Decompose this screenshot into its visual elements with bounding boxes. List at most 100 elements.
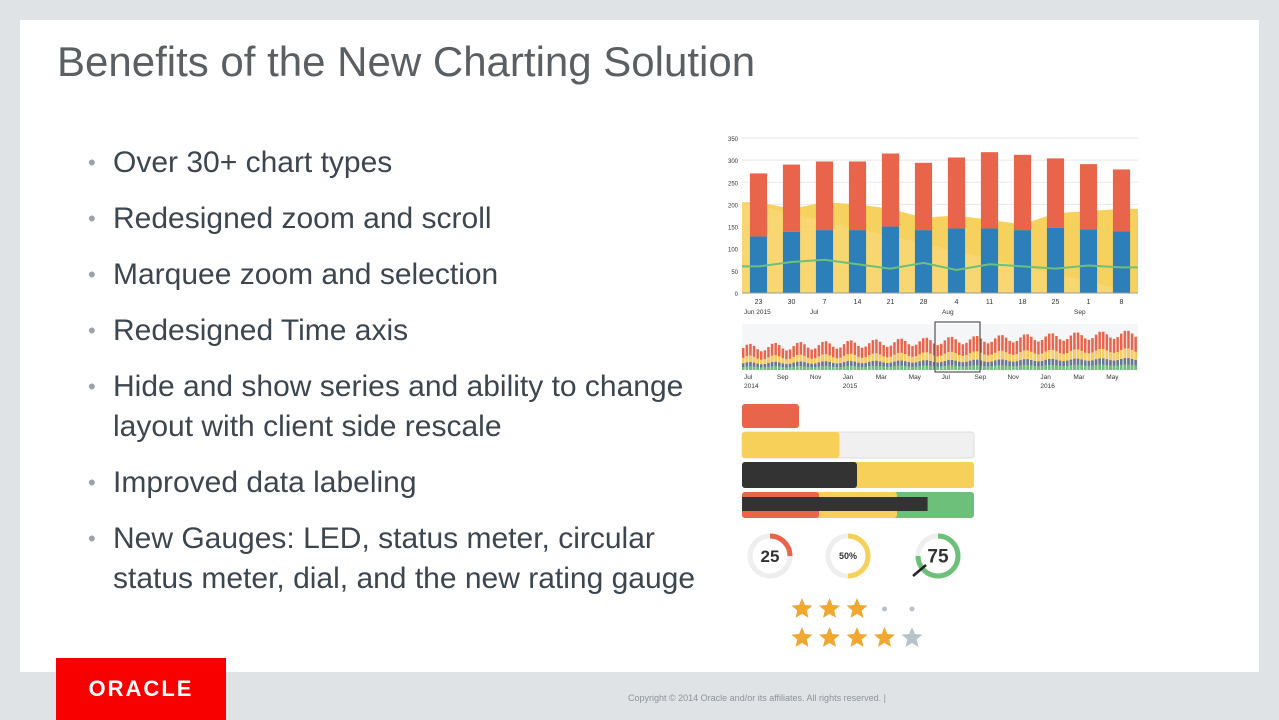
overview-bar: [1066, 365, 1069, 370]
overview-bar: [785, 367, 788, 370]
overview-bar: [875, 353, 878, 361]
overview-bar: [1080, 359, 1083, 370]
overview-bar: [932, 366, 936, 370]
overview-tick-label: May: [1106, 374, 1119, 381]
x-tick-label: 18: [1019, 299, 1027, 306]
overview-bar: [850, 353, 853, 362]
bullet-item: • New Gauges: LED, status meter, circular…: [86, 519, 696, 599]
overview-bar: [893, 366, 896, 370]
overview-bar: [745, 362, 749, 370]
overview-bar: [817, 366, 821, 370]
overview-bar: [1127, 348, 1130, 359]
bar-blue: [1046, 227, 1065, 293]
overview-bar: [814, 363, 817, 370]
overview-bar: [749, 362, 752, 370]
overview-bar: [756, 367, 759, 370]
overview-bar: [1012, 366, 1015, 370]
bar-blue: [848, 230, 867, 293]
overview-bar: [1012, 354, 1015, 362]
overview-bar: [803, 362, 806, 370]
bullet-item: • Redesigned zoom and scroll: [86, 199, 696, 239]
overview-bar: [832, 357, 835, 363]
overview-bar: [760, 367, 763, 370]
bar-red: [914, 162, 933, 231]
overview-bar: [878, 366, 882, 370]
overview-bar: [850, 365, 853, 370]
overview-bar: [968, 360, 972, 370]
overview-bar: [986, 355, 990, 362]
overview-bar: [860, 363, 864, 370]
overview-bar: [950, 360, 954, 370]
overview-bar: [896, 360, 900, 370]
overview-bar: [1033, 365, 1037, 370]
overview-bar: [1105, 365, 1109, 370]
overview-bar: [1076, 364, 1080, 370]
overview-bar: [983, 354, 986, 362]
y-tick-label: 100: [728, 248, 739, 254]
overview-bar: [875, 360, 878, 370]
overview-bar: [1094, 365, 1098, 370]
overview-bar: [907, 362, 911, 370]
overview-bar: [796, 355, 799, 362]
overview-bar: [1048, 364, 1051, 370]
overview-bar: [853, 354, 857, 362]
overview-bar: [1069, 365, 1073, 370]
x-group-label: Jul: [810, 309, 819, 316]
overview-bar: [940, 366, 943, 370]
overview-bar: [1109, 360, 1112, 370]
overview-bar: [911, 366, 914, 370]
overview-bar: [781, 366, 785, 370]
overview-bar: [936, 356, 939, 363]
overview-bar: [1123, 348, 1127, 359]
overview-bar: [824, 354, 828, 362]
overview-bar: [839, 357, 842, 364]
overview-bar: [1112, 365, 1116, 370]
overview-bar: [814, 358, 817, 364]
overview-bar: [1069, 359, 1073, 370]
bar-blue: [914, 230, 933, 293]
overview-bar: [965, 361, 968, 370]
overview-bar: [770, 366, 774, 370]
overview-tick-label: Jul: [744, 374, 753, 381]
overview-bar: [1087, 360, 1091, 370]
bar-red: [1112, 169, 1131, 232]
overview-tick-label: Jul: [942, 374, 951, 381]
star-filled-icon: [819, 627, 840, 647]
star-filled-icon: [846, 598, 868, 618]
overview-bar: [936, 366, 939, 370]
overview-bar: [954, 365, 957, 370]
overview-bar: [821, 354, 824, 362]
overview-bar: [828, 362, 831, 370]
overview-tick-label: Sep: [975, 374, 987, 381]
x-tick-label: 4: [955, 299, 959, 306]
circular-meter-fill: [769, 533, 793, 557]
overview-bar: [803, 366, 806, 370]
overview-bar: [1026, 359, 1029, 370]
star-filled-icon: [819, 598, 840, 618]
overview-tick-label: Mar: [876, 374, 888, 381]
overview-bar: [911, 362, 914, 370]
overview-bar: [1001, 350, 1004, 360]
overview-bar: [810, 358, 813, 364]
overview-bar: [1091, 365, 1094, 370]
overview-bar: [871, 365, 875, 370]
overview-bar: [990, 354, 993, 362]
overview-bar: [792, 366, 795, 370]
overview-bar: [1105, 359, 1109, 370]
overview-year-label: 2016: [1040, 383, 1055, 390]
overview-bar: [886, 366, 889, 370]
overview-bar: [961, 362, 965, 370]
overview-bar: [788, 367, 792, 370]
bullet-text: Redesigned Time axis: [113, 314, 409, 347]
bar-blue: [1112, 231, 1131, 293]
bullet-icon: •: [88, 206, 96, 231]
y-tick-label: 50: [731, 270, 738, 276]
overview-bar: [806, 357, 810, 364]
overview-bar: [943, 361, 947, 370]
overview-bar: [1134, 360, 1137, 370]
overview-bar: [756, 358, 759, 364]
overview-bar: [983, 366, 986, 370]
overview-bar: [925, 365, 929, 370]
overview-bar: [940, 355, 943, 363]
overview-bar: [954, 360, 957, 370]
